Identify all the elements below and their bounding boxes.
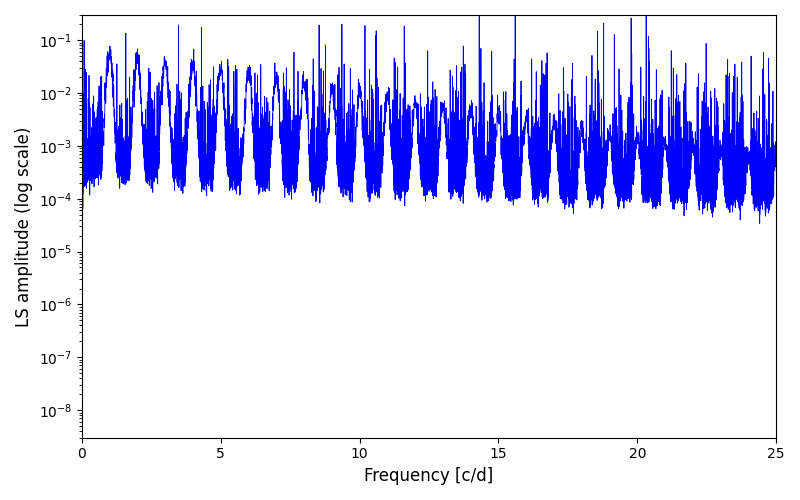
Y-axis label: LS amplitude (log scale): LS amplitude (log scale) bbox=[15, 126, 33, 326]
X-axis label: Frequency [c/d]: Frequency [c/d] bbox=[364, 467, 494, 485]
